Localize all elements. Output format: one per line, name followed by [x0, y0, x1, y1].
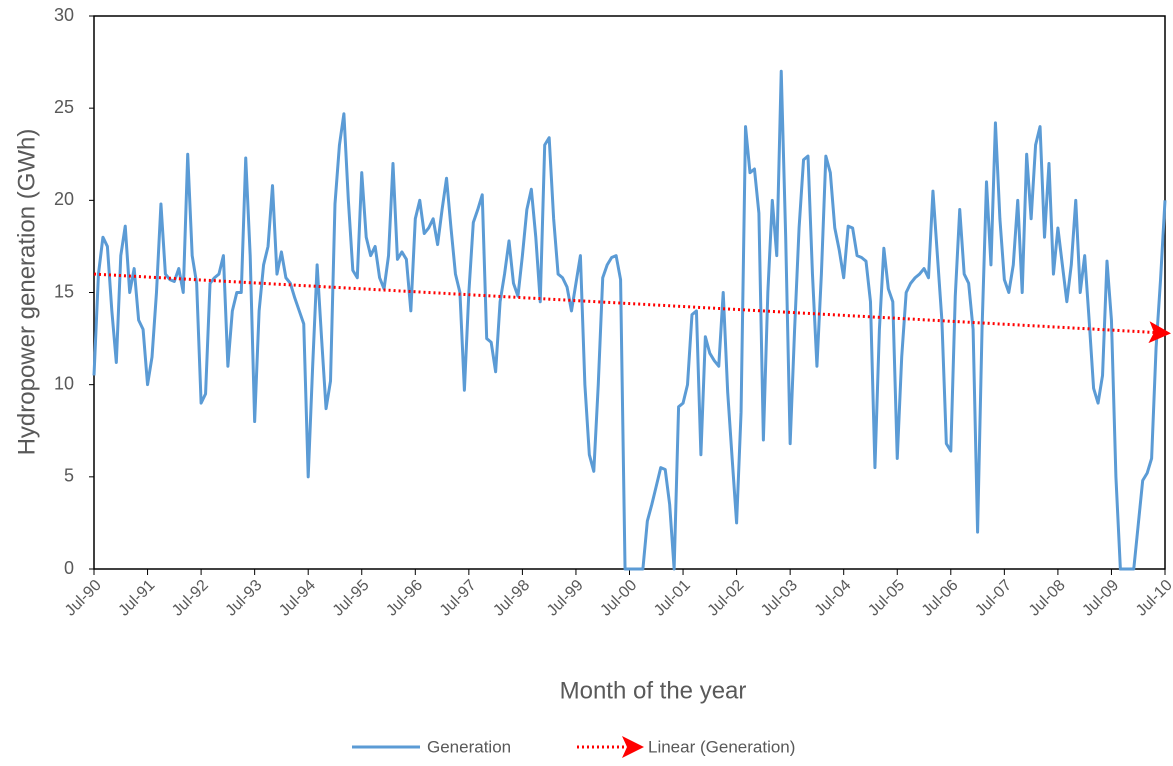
x-tick-label: Jul-01: [651, 577, 694, 620]
y-axis-label: Hydropower generation (GWh): [13, 129, 40, 456]
x-tick-label: Jul-91: [116, 577, 159, 620]
trend-line: [93, 272, 1171, 344]
x-axis-label: Month of the year: [560, 677, 747, 704]
x-tick-label: Jul-08: [1026, 577, 1069, 620]
x-tick-label: Jul-98: [490, 577, 533, 620]
y-tick-label: 15: [54, 281, 74, 301]
x-tick-label: Jul-02: [705, 577, 748, 620]
x-tick-label: Jul-06: [919, 577, 962, 620]
y-tick-label: 10: [54, 373, 74, 393]
x-tick-label: Jul-05: [865, 577, 908, 620]
x-tick-label: Jul-90: [62, 577, 105, 620]
y-tick-label: 5: [64, 466, 74, 486]
data-line: [92, 69, 1167, 571]
x-tick-label: Jul-03: [758, 577, 801, 620]
x-tick-label: Jul-04: [812, 577, 855, 620]
legend-label: Generation: [427, 737, 511, 756]
x-tick-label: Jul-96: [383, 577, 426, 620]
plot-frame: [93, 15, 1166, 570]
x-tick-label: Jul-99: [544, 577, 587, 620]
y-tick-label: 25: [54, 97, 74, 117]
x-tick-label: Jul-92: [169, 577, 212, 620]
x-tick-label: Jul-95: [330, 577, 373, 620]
y-tick-label: 20: [54, 189, 74, 209]
x-tick-label: Jul-97: [437, 577, 480, 620]
x-tick-label: Jul-09: [1079, 577, 1122, 620]
x-tick-label: Jul-94: [276, 577, 319, 620]
x-tick-label: Jul-07: [972, 577, 1015, 620]
y-tick-label: 0: [64, 558, 74, 578]
x-tick-label: Jul-93: [223, 577, 266, 620]
legend-label: Linear (Generation): [648, 737, 795, 756]
x-tick-label: Jul-10: [1133, 577, 1173, 620]
x-tick-label: Jul-00: [597, 577, 640, 620]
y-tick-label: 30: [54, 5, 74, 25]
